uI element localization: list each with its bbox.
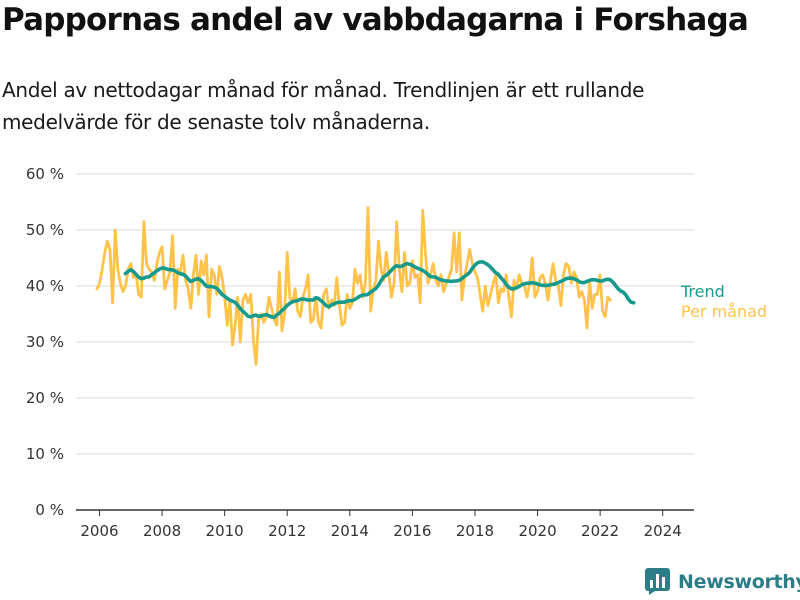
y-tick-label: 0 % [35,501,64,519]
chart-subtitle: Andel av nettodagar månad för månad. Tre… [2,78,645,134]
y-tick-label: 40 % [26,277,64,295]
x-tick-label: 2020 [518,522,556,540]
brand-name: Newsworthy [678,570,800,593]
x-tick-label: 2008 [143,522,181,540]
y-tick-label: 50 % [26,221,64,239]
x-tick-label: 2022 [581,522,619,540]
series-lines [95,206,636,366]
newsworthy-logo-icon [645,568,670,595]
x-tick-label: 2010 [206,522,244,540]
x-tick-label: 2018 [456,522,494,540]
x-tick-label: 2024 [644,522,682,540]
y-tick-label: 20 % [26,389,64,407]
axes: 0 % 10 % 20 % 30 % 40 % 50 % 60 % 2006 2008 2010 2… [26,165,694,540]
gridlines [76,173,694,455]
y-tick-label: 10 % [26,445,64,463]
newsworthy-brand: Newsworthy [645,568,800,595]
chart-title: Pappornas andel av vabbdagarna i Forshag… [2,2,749,38]
x-tick-label: 2012 [268,522,306,540]
x-tick-label: 2006 [80,522,118,540]
monthly-line [95,206,612,366]
legend-label-trend: Trend [680,282,725,301]
y-tick-label: 60 % [26,165,64,183]
legend-label-monthly: Per månad [681,302,767,321]
x-tick-label: 2014 [331,522,369,540]
x-tick-label: 2016 [393,522,431,540]
y-tick-label: 30 % [26,333,64,351]
trend-line [123,260,636,320]
